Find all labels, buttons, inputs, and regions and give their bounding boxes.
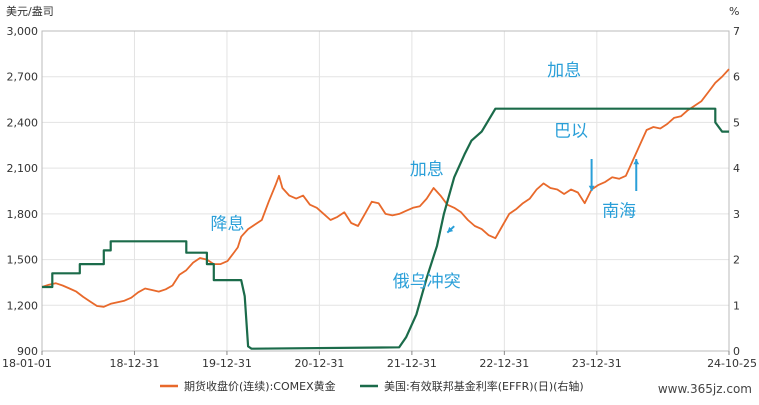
left-tick-label: 900 — [17, 345, 38, 358]
right-tick-label: 6 — [733, 71, 740, 84]
left-tick-label: 1,200 — [7, 299, 39, 312]
series-lines — [41, 68, 730, 350]
watermark: www.365jz.com — [658, 382, 752, 396]
annotation-arrow-head — [633, 159, 640, 165]
legend-entry: 美国:有效联邦基金利率(EFFR)(日)(右轴) — [384, 379, 584, 393]
x-axis-ticks: 18-01-01 18-12-31 19-12-31 20-12-31 21-12-31… — [2, 351, 757, 370]
annotation-label: 南海 — [602, 202, 636, 222]
right-axis-ticks: 7 6 5 4 3 2 1 0 — [733, 25, 740, 358]
grid — [41, 30, 730, 352]
x-tick-label: 19-12-31 — [202, 357, 252, 370]
annotation-arrow-head — [588, 185, 595, 191]
left-tick-label: 2,100 — [7, 162, 39, 175]
x-tick-label: 21-12-31 — [387, 357, 437, 370]
annotation-label: 俄乌冲突 — [393, 272, 461, 292]
plot-frame — [41, 30, 730, 352]
annotation-label: 加息 — [547, 61, 581, 81]
right-tick-label: 2 — [733, 254, 740, 267]
annotation-label: 巴以 — [554, 122, 588, 142]
left-tick-label: 2,700 — [7, 71, 39, 84]
right-tick-label: 4 — [733, 162, 740, 175]
right-tick-label: 7 — [733, 25, 740, 38]
left-axis-ticks: 3,000 2,700 2,400 2,100 1,800 1,500 1,200 900 — [7, 25, 39, 358]
left-tick-label: 1,500 — [7, 254, 39, 267]
right-axis-unit: % — [729, 5, 739, 18]
right-tick-label: 5 — [733, 116, 740, 129]
annotation-arrow-head — [447, 226, 454, 233]
series-line-gold — [41, 68, 730, 308]
series-line-effr — [42, 107, 729, 350]
x-tick-label: 22-12-31 — [479, 357, 529, 370]
right-tick-label: 0 — [733, 345, 740, 358]
right-tick-label: 1 — [733, 299, 740, 312]
annotation-label: 加息 — [410, 160, 444, 180]
legend-entry: 期货收盘价(连续):COMEX黄金 — [184, 379, 336, 393]
right-tick-label: 3 — [733, 208, 740, 221]
left-tick-label: 3,000 — [7, 25, 39, 38]
left-tick-label: 2,400 — [7, 116, 39, 129]
annotation-label: 降息 — [210, 214, 244, 234]
legend: 期货收盘价(连续):COMEX黄金 美国:有效联邦基金利率(EFFR)(日)(右轴… — [160, 379, 584, 393]
left-tick-label: 1,800 — [7, 208, 39, 221]
x-tick-label: 18-01-01 — [2, 357, 52, 370]
x-tick-label: 18-12-31 — [110, 357, 160, 370]
x-tick-label: 23-12-31 — [572, 357, 622, 370]
left-axis-unit: 美元/盎司 — [6, 4, 54, 18]
x-tick-label: 20-12-31 — [294, 357, 344, 370]
x-tick-label: 24-10-25 — [707, 357, 757, 370]
